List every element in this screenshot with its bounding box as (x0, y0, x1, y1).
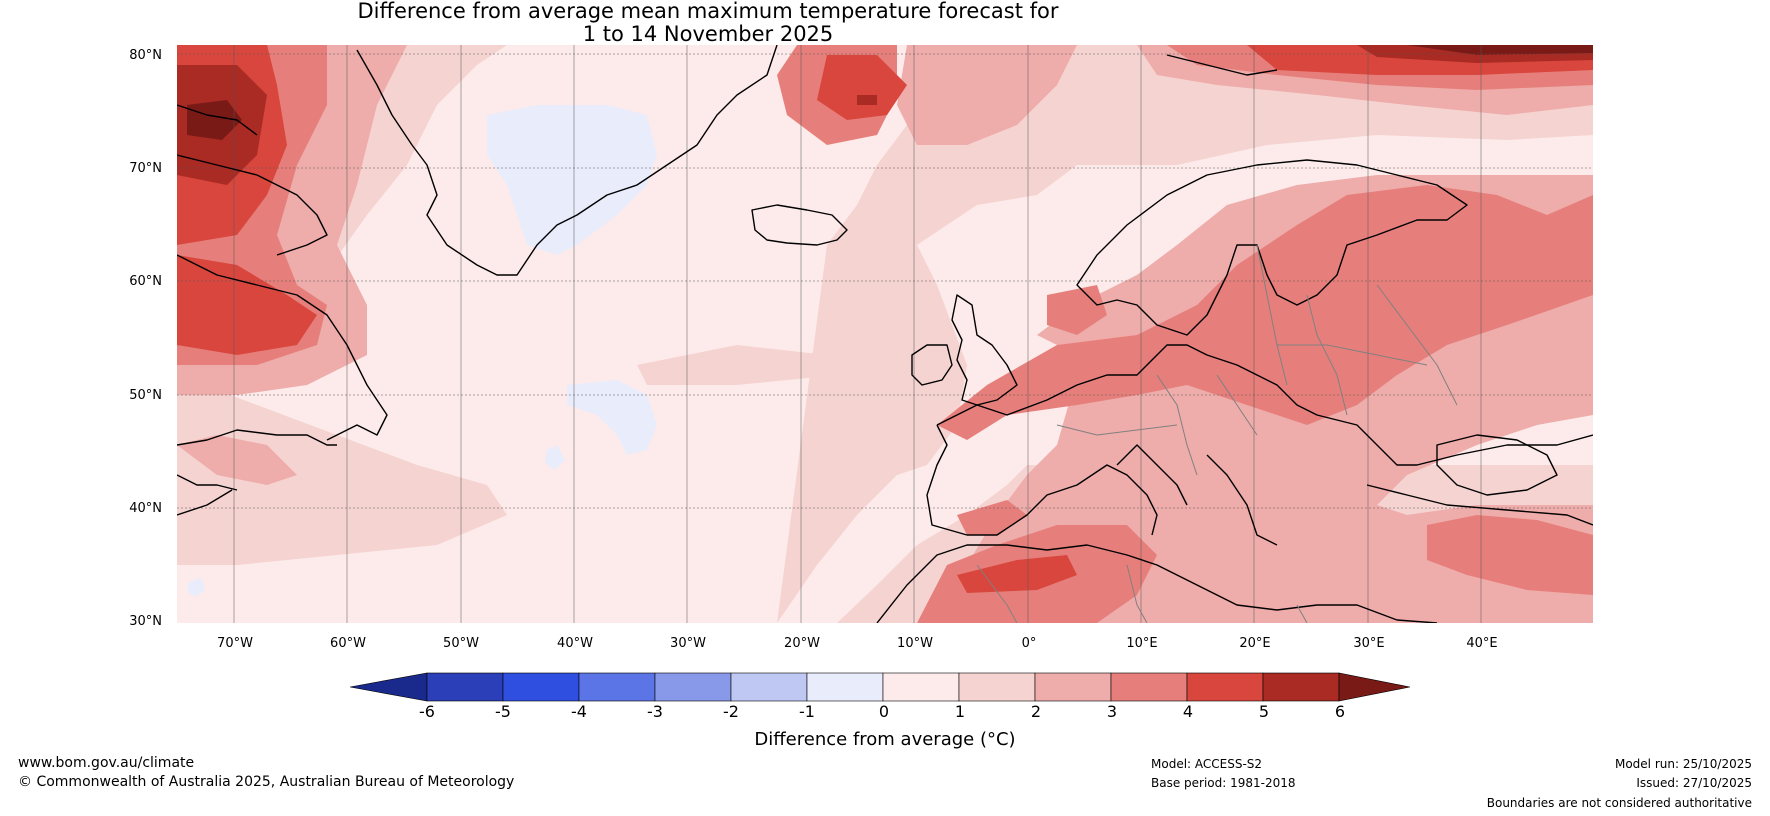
colorbar-tick-minus-4: -4 (571, 702, 587, 721)
colorbar-segment (1034, 672, 1112, 702)
lon-label-20w: 20°W (784, 636, 820, 651)
lat-label-40n: 40°N (129, 501, 162, 516)
colorbar-segment (578, 672, 656, 702)
lon-label-30w: 30°W (670, 636, 706, 651)
lon-label-70w: 70°W (217, 636, 253, 651)
lat-label-50n: 50°N (129, 388, 162, 403)
lon-label-0: 0° (1021, 636, 1037, 651)
colorbar-segment (654, 672, 732, 702)
colorbar-tick-minus-5: -5 (495, 702, 511, 721)
colorbar-tick-1: 1 (954, 702, 966, 721)
colorbar-tick-minus-3: -3 (647, 702, 663, 721)
colorbar-tick-0: 0 (878, 702, 890, 721)
model-run-text: Model run: 25/10/2025 (1614, 757, 1752, 771)
colorbar-tick-3: 3 (1106, 702, 1118, 721)
colorbar-extension-low (350, 672, 428, 702)
colorbar-segment (1186, 672, 1264, 702)
colorbar-tick-minus-6: -6 (419, 702, 435, 721)
base-period-text: Base period: 1981-2018 (1151, 776, 1296, 790)
colorbar-tick-minus-2: -2 (723, 702, 739, 721)
colorbar-tick-4: 4 (1182, 702, 1194, 721)
anomaly-band-above-6 (187, 45, 1593, 140)
colorbar-segment (1110, 672, 1188, 702)
colorbar-tick-2: 2 (1030, 702, 1042, 721)
lon-label-20e: 20°E (1239, 636, 1271, 651)
anomaly-band-0-to-minus-1 (187, 105, 657, 597)
lat-label-70n: 70°N (129, 161, 162, 176)
lon-label-40e: 40°E (1466, 636, 1498, 651)
lat-label-80n: 80°N (129, 48, 162, 63)
lon-label-40w: 40°W (557, 636, 593, 651)
lon-label-50w: 50°W (443, 636, 479, 651)
colorbar-segment (730, 672, 808, 702)
coastlines (177, 45, 1593, 623)
colorbar-extension-high (1338, 672, 1411, 702)
colorbar-segment (882, 672, 960, 702)
colorbar-segment (958, 672, 1036, 702)
colorbar-segment (502, 672, 580, 702)
title-line-2: 1 to 14 November 2025 (582, 22, 834, 46)
colorbar-label: Difference from average (°C) (754, 729, 1016, 750)
lat-label-60n: 60°N (129, 274, 162, 289)
anomaly-map[interactable] (177, 45, 1593, 623)
country-borders (976, 244, 1458, 623)
colorbar-tick-6: 6 (1334, 702, 1346, 721)
copyright-text: © Commonwealth of Australia 2025, Austra… (18, 774, 515, 790)
map-gridlines (177, 45, 1593, 623)
title-line-1: Difference from average mean maximum tem… (357, 0, 1059, 23)
lon-label-10e: 10°E (1126, 636, 1158, 651)
colorbar-tick-5: 5 (1258, 702, 1270, 721)
disclaimer-text: Boundaries are not considered authoritat… (1486, 796, 1752, 810)
colorbar-tick-minus-1: -1 (799, 702, 815, 721)
lon-label-30e: 30°E (1353, 636, 1385, 651)
colorbar (350, 672, 1411, 702)
lon-label-10w: 10°W (897, 636, 933, 651)
colorbar-segment (806, 672, 884, 702)
lon-label-60w: 60°W (330, 636, 366, 651)
colorbar-segment (1262, 672, 1340, 702)
lat-label-30n: 30°N (129, 614, 162, 629)
chart-title: Difference from average mean maximum tem… (0, 0, 1416, 46)
issued-text: Issued: 27/10/2025 (1636, 776, 1752, 790)
website-link[interactable]: www.bom.gov.au/climate (18, 755, 195, 771)
model-text: Model: ACCESS-S2 (1151, 757, 1263, 771)
colorbar-segment (426, 672, 504, 702)
